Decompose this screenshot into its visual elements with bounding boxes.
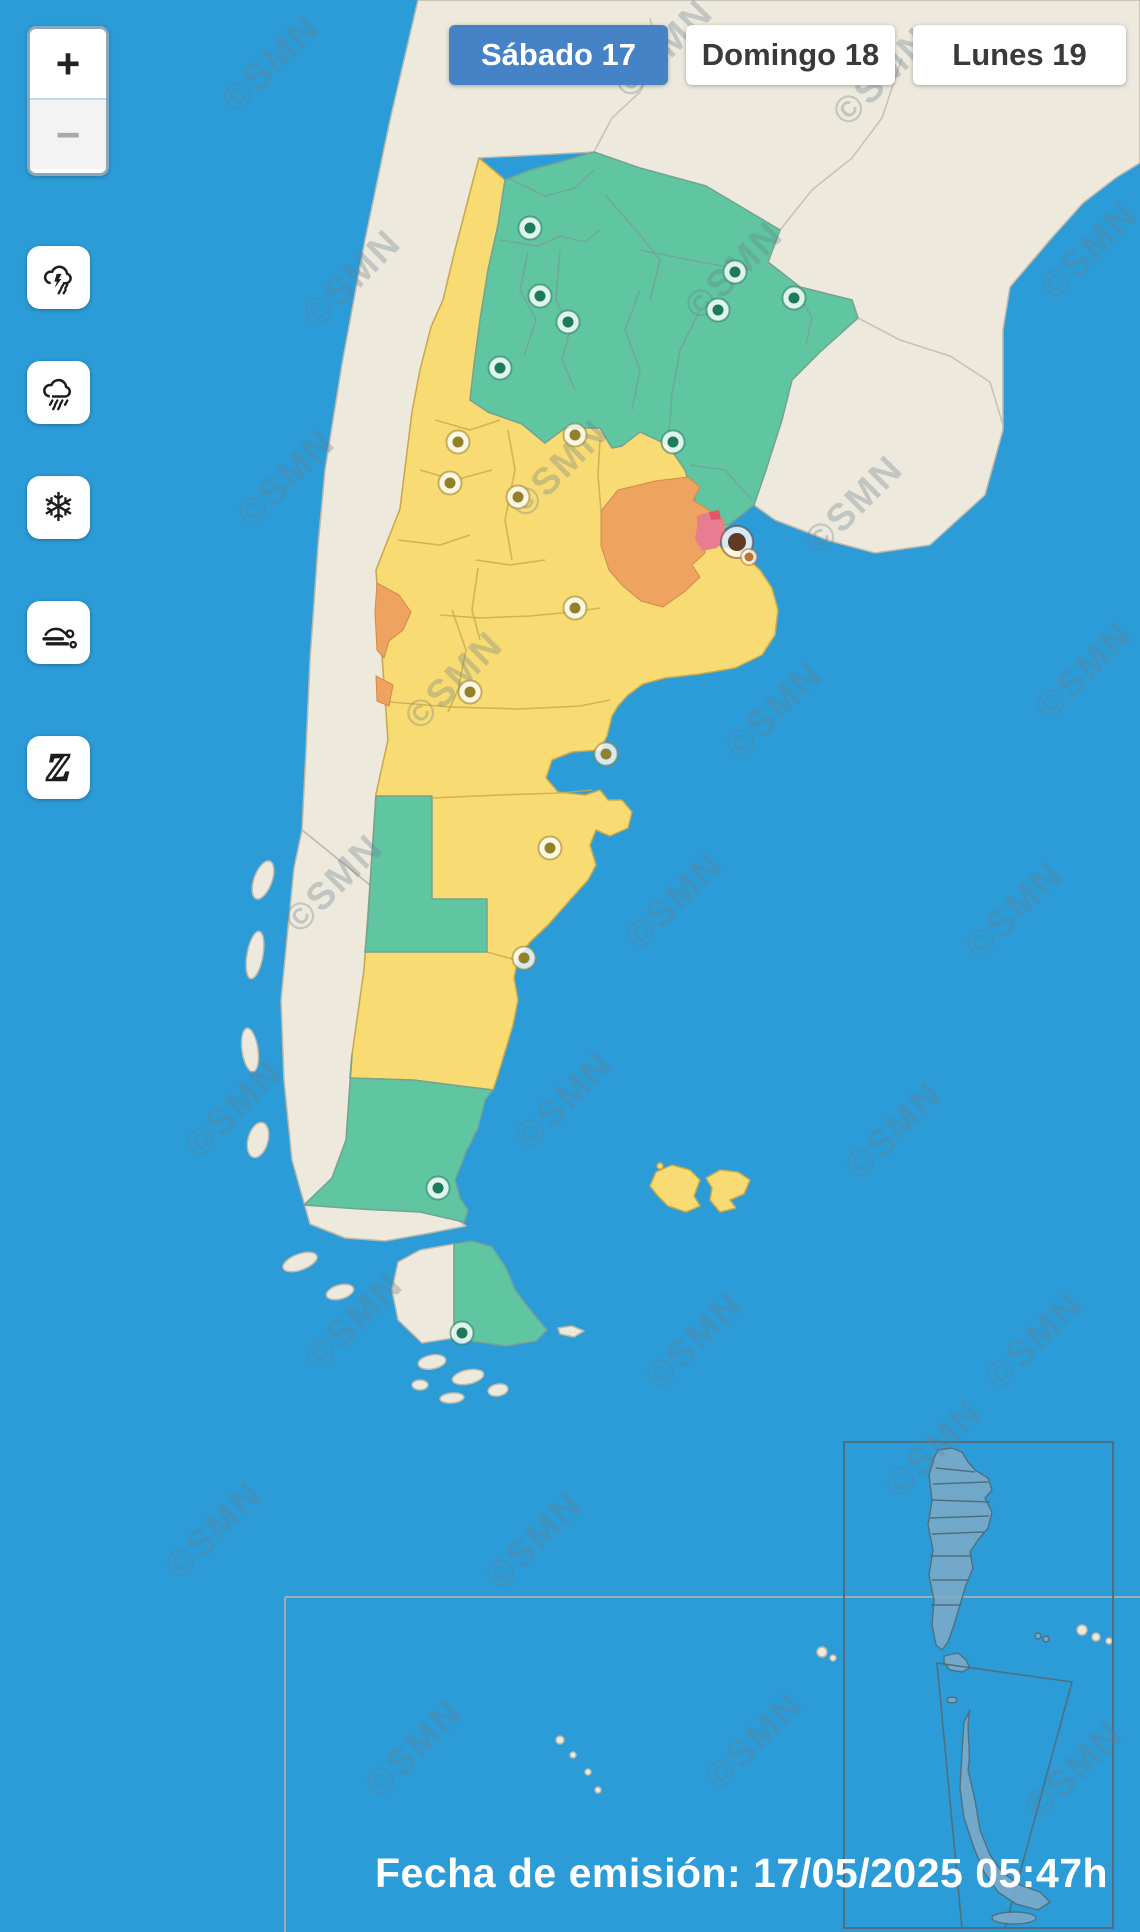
alert-marker[interactable]	[740, 548, 758, 566]
zoom-control: + −	[27, 26, 109, 176]
storm-filter-button[interactable]	[27, 246, 90, 309]
alert-marker[interactable]	[449, 1320, 475, 1346]
alert-marker[interactable]	[722, 259, 748, 285]
inset-province-lines	[929, 1467, 991, 1606]
alert-marker[interactable]	[555, 309, 581, 335]
inset-bicontinental-map	[843, 1441, 1114, 1929]
islas-malvinas[interactable]	[649, 1162, 751, 1213]
tab-lunes-19[interactable]: Lunes 19	[913, 25, 1126, 85]
tab-domingo-18[interactable]: Domingo 18	[686, 25, 895, 85]
emission-date-label: Fecha de emisión: 17/05/2025 05:47h	[375, 1850, 1109, 1896]
province-orange-andes-2[interactable]	[375, 675, 394, 707]
inset-malvinas	[1034, 1632, 1042, 1640]
snowflake-icon: ❄	[41, 484, 76, 531]
graticule-lines	[284, 1596, 1140, 1932]
province-orange-andes-1[interactable]	[374, 582, 412, 659]
fjord-islands	[240, 860, 509, 1404]
snow-filter-button[interactable]: ❄	[27, 476, 90, 539]
zoom-in-button[interactable]: +	[30, 29, 106, 100]
zoom-out-button[interactable]: −	[30, 100, 106, 169]
inset-argentina	[927, 1447, 993, 1651]
alert-marker[interactable]	[660, 429, 686, 455]
rain-icon	[42, 378, 71, 410]
alert-marker[interactable]	[527, 283, 553, 309]
inset-antarctic-peninsula	[946, 1696, 1051, 1925]
border-brazil-uruguay	[857, 317, 1004, 426]
alert-marker[interactable]	[562, 422, 588, 448]
alert-marker[interactable]	[562, 595, 588, 621]
zonda-filter-button[interactable]: Z	[27, 736, 90, 799]
storm-icon	[43, 265, 72, 294]
alert-marker[interactable]	[445, 429, 471, 455]
blowing-snow-icon	[41, 627, 77, 648]
alert-marker[interactable]	[593, 741, 619, 767]
alert-marker[interactable]	[425, 1175, 451, 1201]
alert-marker[interactable]	[705, 297, 731, 323]
alert-marker[interactable]	[505, 484, 531, 510]
region-red-amba[interactable]	[709, 510, 721, 520]
border-paraguay-brazil	[779, 57, 903, 231]
alert-marker[interactable]	[781, 285, 807, 311]
alert-marker[interactable]	[437, 470, 463, 496]
alert-location-markers[interactable]	[425, 215, 807, 1346]
south-atlantic-islands	[555, 1624, 1113, 1794]
tdf-chile	[391, 1243, 455, 1344]
inset-antarctic-sector	[936, 1662, 1074, 1929]
alert-marker[interactable]	[537, 835, 563, 861]
alert-marker[interactable]	[517, 215, 543, 241]
tab-sabado-17[interactable]: Sábado 17	[449, 25, 668, 85]
wind-filter-button[interactable]	[27, 601, 90, 664]
region-pink-amba[interactable]	[695, 511, 726, 551]
zonda-wind-icon: Z	[46, 745, 72, 790]
alert-marker[interactable]	[511, 945, 537, 971]
alert-marker[interactable]	[487, 355, 513, 381]
alert-marker[interactable]	[457, 679, 483, 705]
isla-estados	[557, 1325, 585, 1338]
province-orange-buenosaires[interactable]	[600, 476, 725, 608]
rain-filter-button[interactable]	[27, 361, 90, 424]
